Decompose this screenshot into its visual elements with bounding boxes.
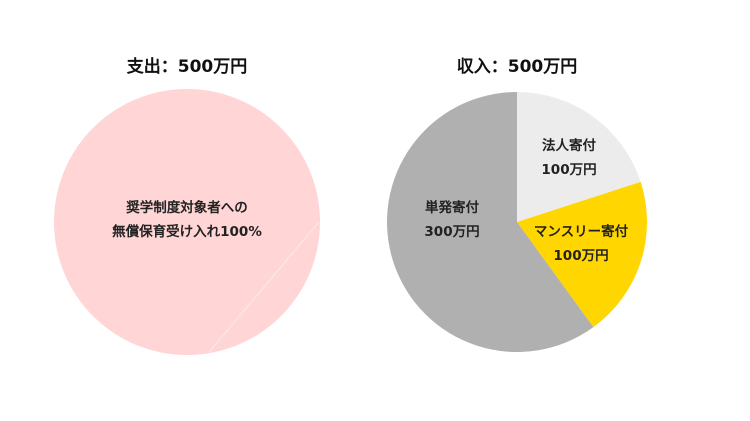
pie-slice	[54, 89, 320, 355]
pie-slice	[517, 181, 647, 328]
slice-divider	[208, 221, 320, 353]
slice-label: 法人寄付	[542, 137, 596, 154]
slice-label: 無償保育受け入れ100%	[112, 223, 262, 240]
slice-label: 奨学制度対象者への	[125, 199, 248, 216]
slice-label: 100万円	[541, 162, 596, 178]
expense-chart-title: 支出：500万円	[127, 56, 248, 77]
income-chart-title: 収入：500万円	[457, 57, 578, 77]
slice-label: 300万円	[424, 224, 479, 240]
pie-slice	[517, 92, 641, 222]
slice-label: マンスリー寄付	[534, 223, 629, 240]
slice-label: 100万円	[553, 248, 608, 264]
slice-label: 単発寄付	[425, 199, 479, 216]
pie-slice	[387, 92, 594, 352]
